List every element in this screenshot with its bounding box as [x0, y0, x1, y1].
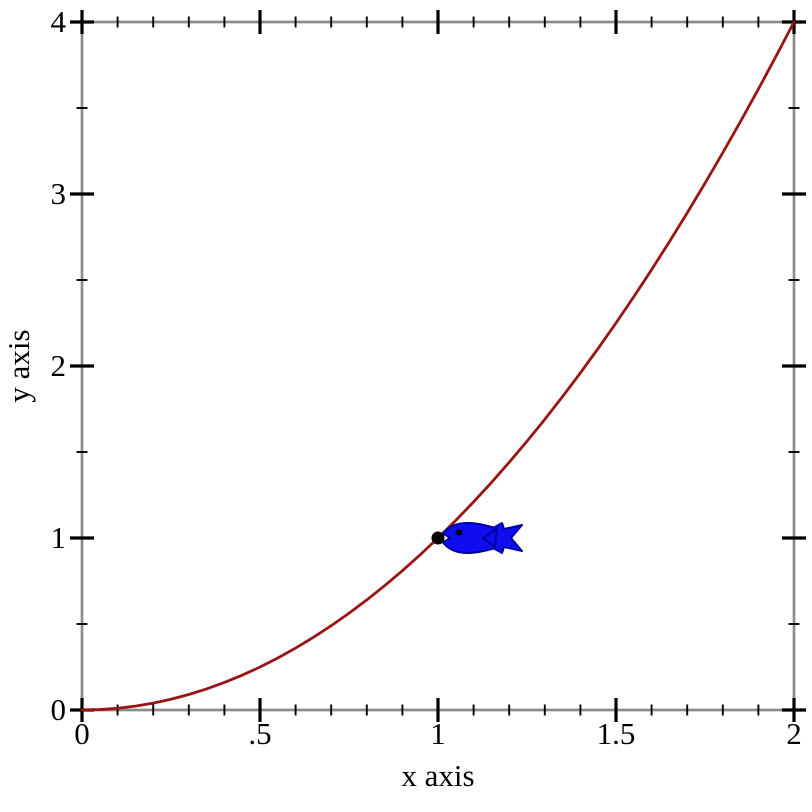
x-axis-title: x axis [401, 758, 474, 793]
y-tick-label: 3 [51, 176, 67, 211]
y-tick-label: 1 [51, 520, 67, 555]
y-tick-labels: 0 1 2 3 4 [51, 4, 67, 727]
minor-ticks [76, 16, 800, 716]
x-tick-label: 1.5 [597, 716, 636, 751]
y-axis-title: y axis [1, 329, 36, 402]
x-tick-label: 1 [430, 716, 446, 751]
y-tick-label: 2 [51, 348, 67, 383]
function-curve [80, 20, 796, 712]
fish-icon [442, 521, 523, 555]
x-tick-label: .5 [248, 716, 271, 751]
y-tick-label: 4 [51, 4, 67, 39]
data-point-marker [431, 531, 445, 545]
x-tick-labels: 0 .5 1 1.5 2 [74, 716, 802, 751]
plot-frame [80, 20, 796, 712]
major-ticks [70, 10, 806, 722]
fish-fin [482, 527, 498, 548]
fish-eye-icon [455, 529, 463, 536]
x-tick-label: 0 [74, 716, 90, 751]
y-tick-label: 0 [51, 692, 67, 727]
x-tick-label: 2 [786, 716, 802, 751]
